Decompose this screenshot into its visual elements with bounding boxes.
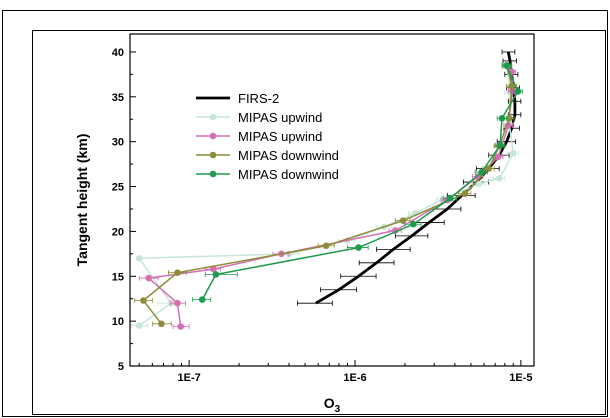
x-tick-label: 1E-6 (343, 372, 366, 384)
y-tick-label: 15 (112, 271, 124, 283)
series-5 (192, 62, 523, 303)
data-point (446, 194, 454, 202)
y-tick-label: 25 (112, 182, 124, 194)
legend-label: MIPAS downwind (238, 167, 339, 182)
x-axis-ticks: 1E-7 1E-6 1E-5 (138, 360, 532, 384)
figure-border (2, 10, 608, 417)
data-point (514, 88, 522, 95)
data-point (478, 168, 485, 176)
data-point (399, 217, 407, 224)
y-tick-label: 10 (112, 316, 124, 328)
y-tick-label: 20 (112, 226, 124, 238)
y-tick-label: 35 (112, 92, 124, 104)
data-point (198, 296, 206, 303)
data-point (475, 180, 483, 188)
data-point (485, 165, 493, 172)
plot-frame (32, 30, 606, 415)
data-point (174, 299, 181, 307)
data-point (135, 255, 143, 262)
series-line (315, 51, 517, 305)
legend-swatch-marker (209, 113, 217, 121)
data-point (498, 115, 506, 122)
series-4 (134, 63, 517, 328)
y-axis-ticks: 5 10 15 20 25 30 35 40 (112, 47, 136, 373)
data-point (495, 175, 503, 182)
legend-item: MIPAS upwind (196, 110, 322, 125)
x-tick-label: 1E-7 (178, 372, 201, 384)
series-line (201, 65, 519, 300)
data-point (410, 220, 417, 228)
data-point (135, 322, 143, 329)
data-point (210, 265, 217, 273)
legend-swatch-marker (209, 151, 217, 159)
data-point (140, 297, 147, 304)
data-point (508, 82, 515, 90)
y-tick-label: 5 (118, 361, 124, 373)
x-axis-label: O3 (324, 395, 341, 415)
data-point (322, 242, 330, 250)
legend-item: MIPAS upwind (196, 129, 322, 144)
x-axis-label-subscript: 3 (335, 404, 341, 415)
legend-item: MIPAS downwind (196, 148, 339, 163)
data-point (503, 62, 510, 69)
series-line (138, 66, 515, 327)
y-tick-label: 40 (112, 47, 124, 59)
plot-area (129, 33, 535, 367)
legend-label: MIPAS downwind (238, 148, 339, 163)
data-point (494, 153, 502, 161)
data-point (174, 269, 181, 276)
legend-item: FIRS-2 (196, 91, 279, 106)
series-line (142, 66, 513, 325)
legend-label: FIRS-2 (238, 91, 279, 106)
y-tick-label: 30 (112, 137, 124, 149)
x-tick-label: 1E-5 (509, 372, 532, 384)
legend-swatch-marker (209, 170, 217, 178)
data-point (212, 271, 220, 278)
data-point (509, 150, 517, 157)
legend-item: MIPAS downwind (196, 167, 339, 182)
data-point (355, 244, 362, 251)
series-layer (131, 49, 523, 330)
data-point (158, 320, 165, 328)
data-point (496, 141, 504, 149)
legend-label: MIPAS upwind (238, 129, 322, 144)
legend-swatch-marker (209, 132, 217, 140)
y-axis-label: Tangent height (km) (74, 134, 90, 267)
legend: FIRS-2 MIPAS upwind MIPAS upwind MIPAS down… (196, 91, 339, 182)
data-point (145, 274, 152, 282)
data-point (461, 190, 469, 198)
data-point (505, 115, 513, 122)
legend-label: MIPAS upwind (238, 110, 322, 125)
data-point (177, 323, 185, 330)
